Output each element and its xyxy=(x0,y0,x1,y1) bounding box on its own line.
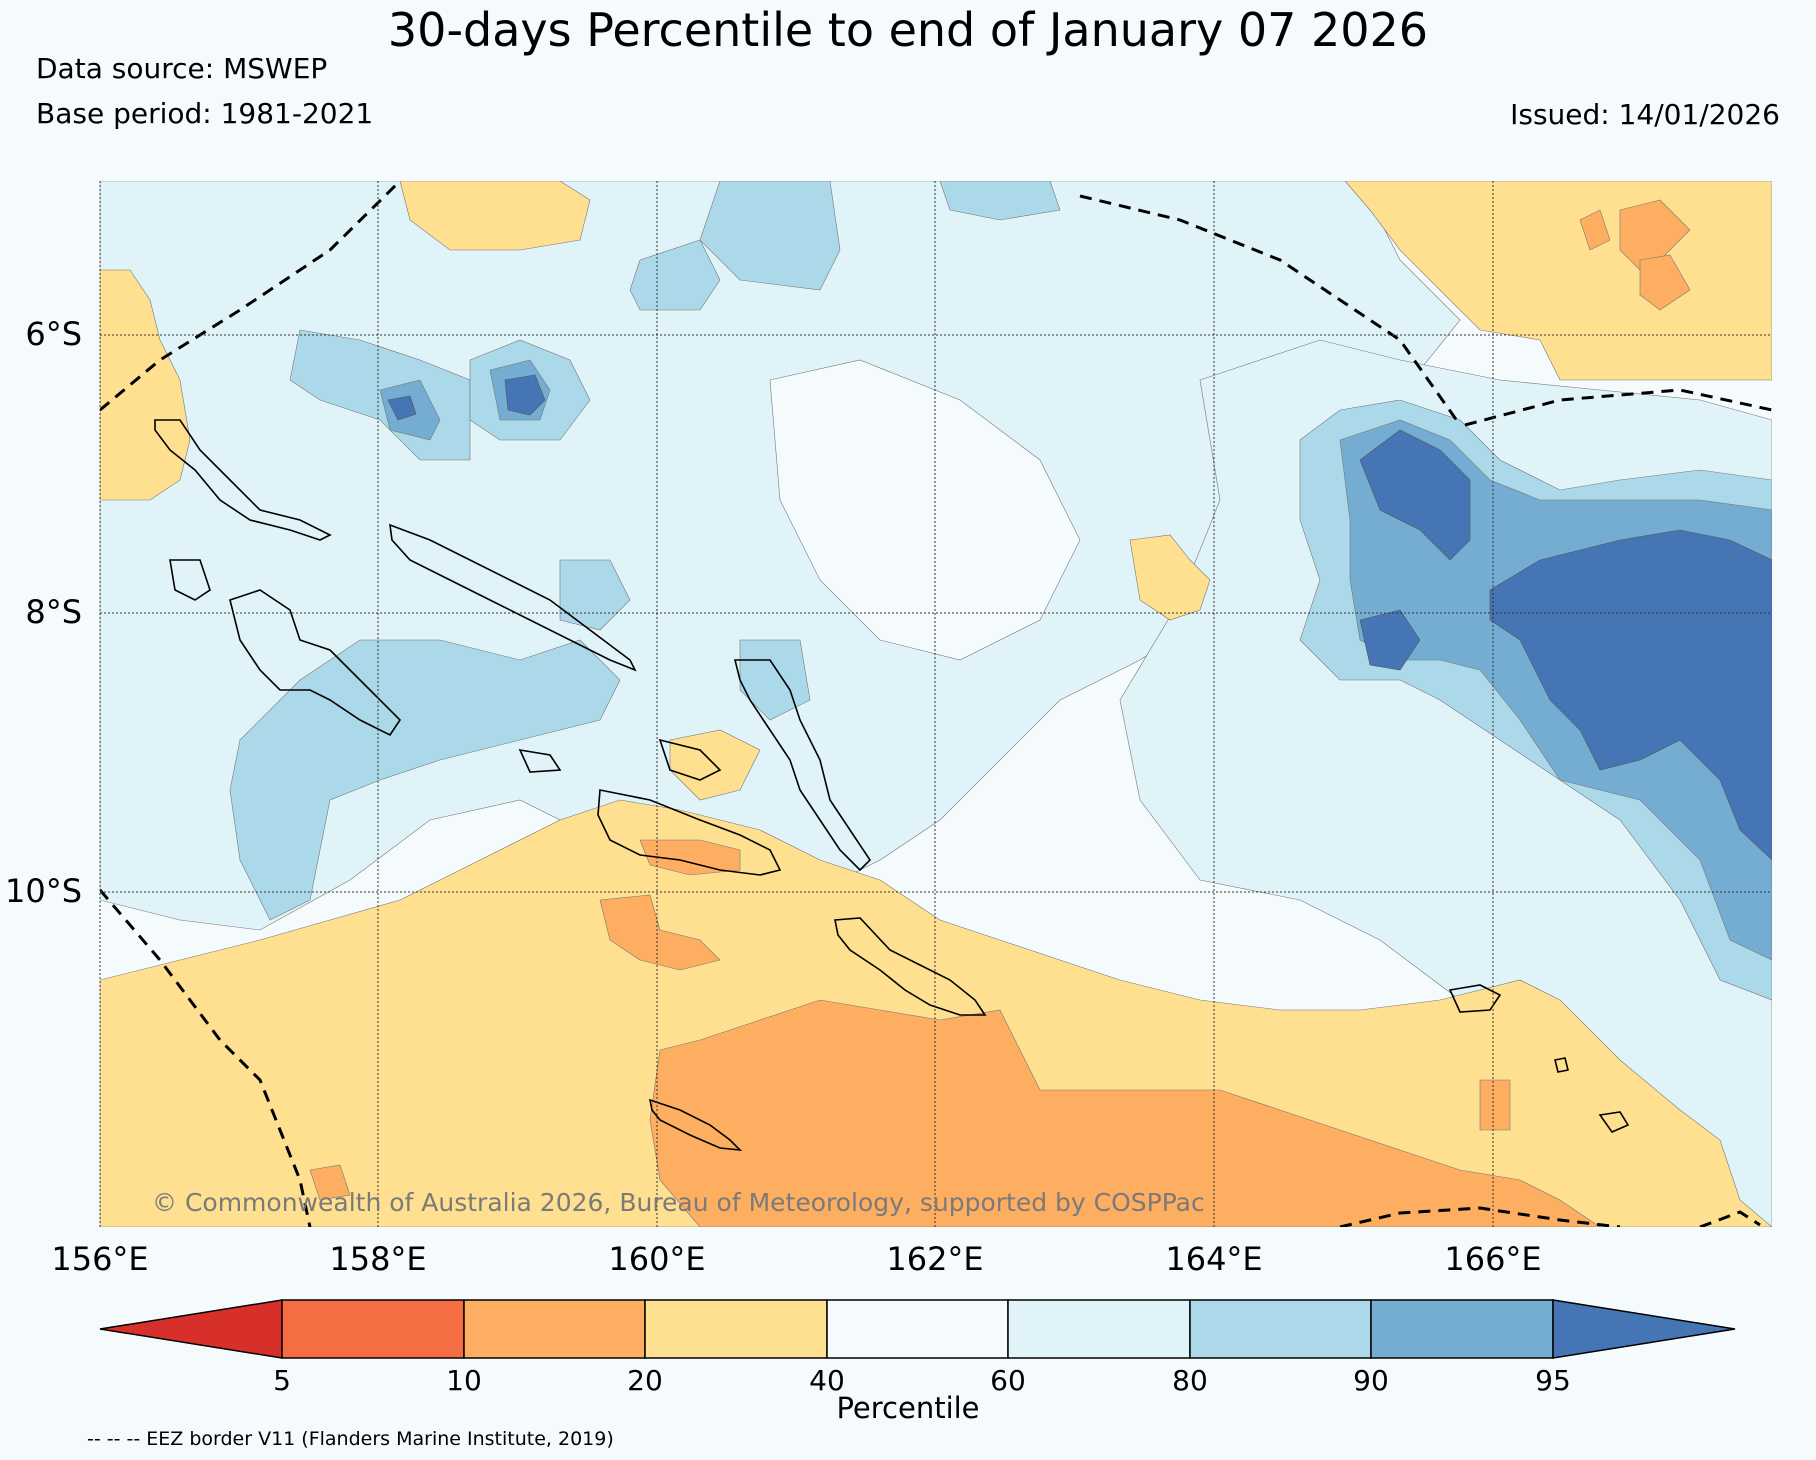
band-10-20-south-b xyxy=(599,894,721,971)
colorbar-tick-20: 20 xyxy=(627,1364,663,1397)
colorbar-tick-40: 40 xyxy=(809,1364,845,1397)
colorbar-high-extension xyxy=(1552,1299,1736,1359)
colorbar-title: Percentile xyxy=(836,1391,980,1425)
island-russell xyxy=(518,748,562,773)
colorbar-swatch-80-90 xyxy=(1189,1299,1372,1359)
colorbar-tick-5: 5 xyxy=(273,1364,291,1397)
band-10-20-northeast-a xyxy=(1579,209,1611,251)
eez-border-e xyxy=(1464,388,1772,427)
band-20-40-west-a xyxy=(100,269,191,501)
island-choiseul xyxy=(154,419,332,541)
island-rennell xyxy=(648,1098,743,1152)
band-80-90-north-c xyxy=(939,181,1061,221)
lon-label-164e: 164°E xyxy=(1165,1240,1262,1278)
base-period-label: Base period: 1981-2021 xyxy=(36,97,374,130)
lon-label-162e: 162°E xyxy=(886,1240,983,1278)
band-80-90-north-b xyxy=(629,239,721,311)
band-95-west-a xyxy=(504,374,546,416)
island-new-georgia xyxy=(229,589,402,737)
band-20-40-north-a xyxy=(399,181,591,251)
eez-border-se-b xyxy=(1699,1210,1761,1227)
colorbar-tick-80: 80 xyxy=(1172,1364,1208,1397)
colorbar-swatch-5-10 xyxy=(281,1299,465,1359)
island-shortland xyxy=(169,559,211,601)
eez-footnote: -- -- -- EEZ border V11 (Flanders Marine… xyxy=(87,1428,614,1450)
lon-label-160e: 160°E xyxy=(608,1240,705,1278)
colorbar-tick-60: 60 xyxy=(990,1364,1026,1397)
lat-label-6s: 6°S xyxy=(25,315,82,353)
colorbar-swatch-90-95 xyxy=(1370,1299,1554,1359)
colorbar-tick-95: 95 xyxy=(1535,1364,1571,1397)
band-20-40-mid-a xyxy=(1129,534,1211,621)
band-10-20-south-c xyxy=(639,839,741,876)
band-80-90-west-c xyxy=(229,639,621,921)
coastlines xyxy=(154,419,1630,1152)
lon-label-156e: 156°E xyxy=(51,1240,148,1278)
band-10-20-northeast-c xyxy=(1639,254,1691,311)
eez-border-ne xyxy=(1079,194,1462,426)
lon-label-158e: 158°E xyxy=(329,1240,426,1278)
percentile-field xyxy=(100,181,1772,1227)
lat-label-8s: 8°S xyxy=(25,593,82,631)
island-utupua xyxy=(1554,1057,1569,1073)
colorbar-tick-10: 10 xyxy=(446,1364,482,1397)
island-santa-isabel xyxy=(389,523,637,672)
band-20-40-south xyxy=(100,799,1772,1227)
band-10-20-south xyxy=(649,999,1601,1227)
band-95-east-a xyxy=(1359,429,1471,561)
band-40-60-middle xyxy=(769,359,1081,661)
colorbar-swatch-60-80 xyxy=(1007,1299,1191,1359)
colorbar-low-extension xyxy=(99,1299,283,1359)
eez-border-se xyxy=(1339,1206,1621,1227)
lon-label-166e: 166°E xyxy=(1444,1240,1541,1278)
band-10-20-south-d xyxy=(1479,1079,1511,1131)
band-95-east-c xyxy=(1359,609,1421,671)
colorbar-swatch-10-20 xyxy=(463,1299,646,1359)
colorbar xyxy=(99,1299,1736,1359)
island-guadalcanal xyxy=(597,789,782,876)
lat-label-10s: 10°S xyxy=(5,872,82,910)
island-santa-cruz xyxy=(1448,984,1502,1013)
band-10-20-south-e xyxy=(309,1164,351,1201)
band-95-west-b xyxy=(387,395,417,421)
colorbar-tick-90: 90 xyxy=(1353,1364,1389,1397)
colorbar-swatch-40-60 xyxy=(826,1299,1009,1359)
colorbar-swatch-20-40 xyxy=(644,1299,828,1359)
island-vanikoro xyxy=(1598,1111,1630,1133)
eez-border-sw xyxy=(100,889,312,1227)
issued-date-label: Issued: 14/01/2026 xyxy=(1510,98,1780,131)
island-malaita xyxy=(733,659,872,872)
graticule xyxy=(99,181,1772,1227)
island-makira xyxy=(834,917,987,1016)
chart-title: 30-days Percentile to end of January 07 … xyxy=(387,3,1429,57)
copyright-watermark: © Commonwealth of Australia 2026, Bureau… xyxy=(152,1188,1205,1217)
data-source-label: Data source: MSWEP xyxy=(36,52,328,85)
eez-borders xyxy=(100,181,1772,1227)
island-florida xyxy=(658,738,722,781)
